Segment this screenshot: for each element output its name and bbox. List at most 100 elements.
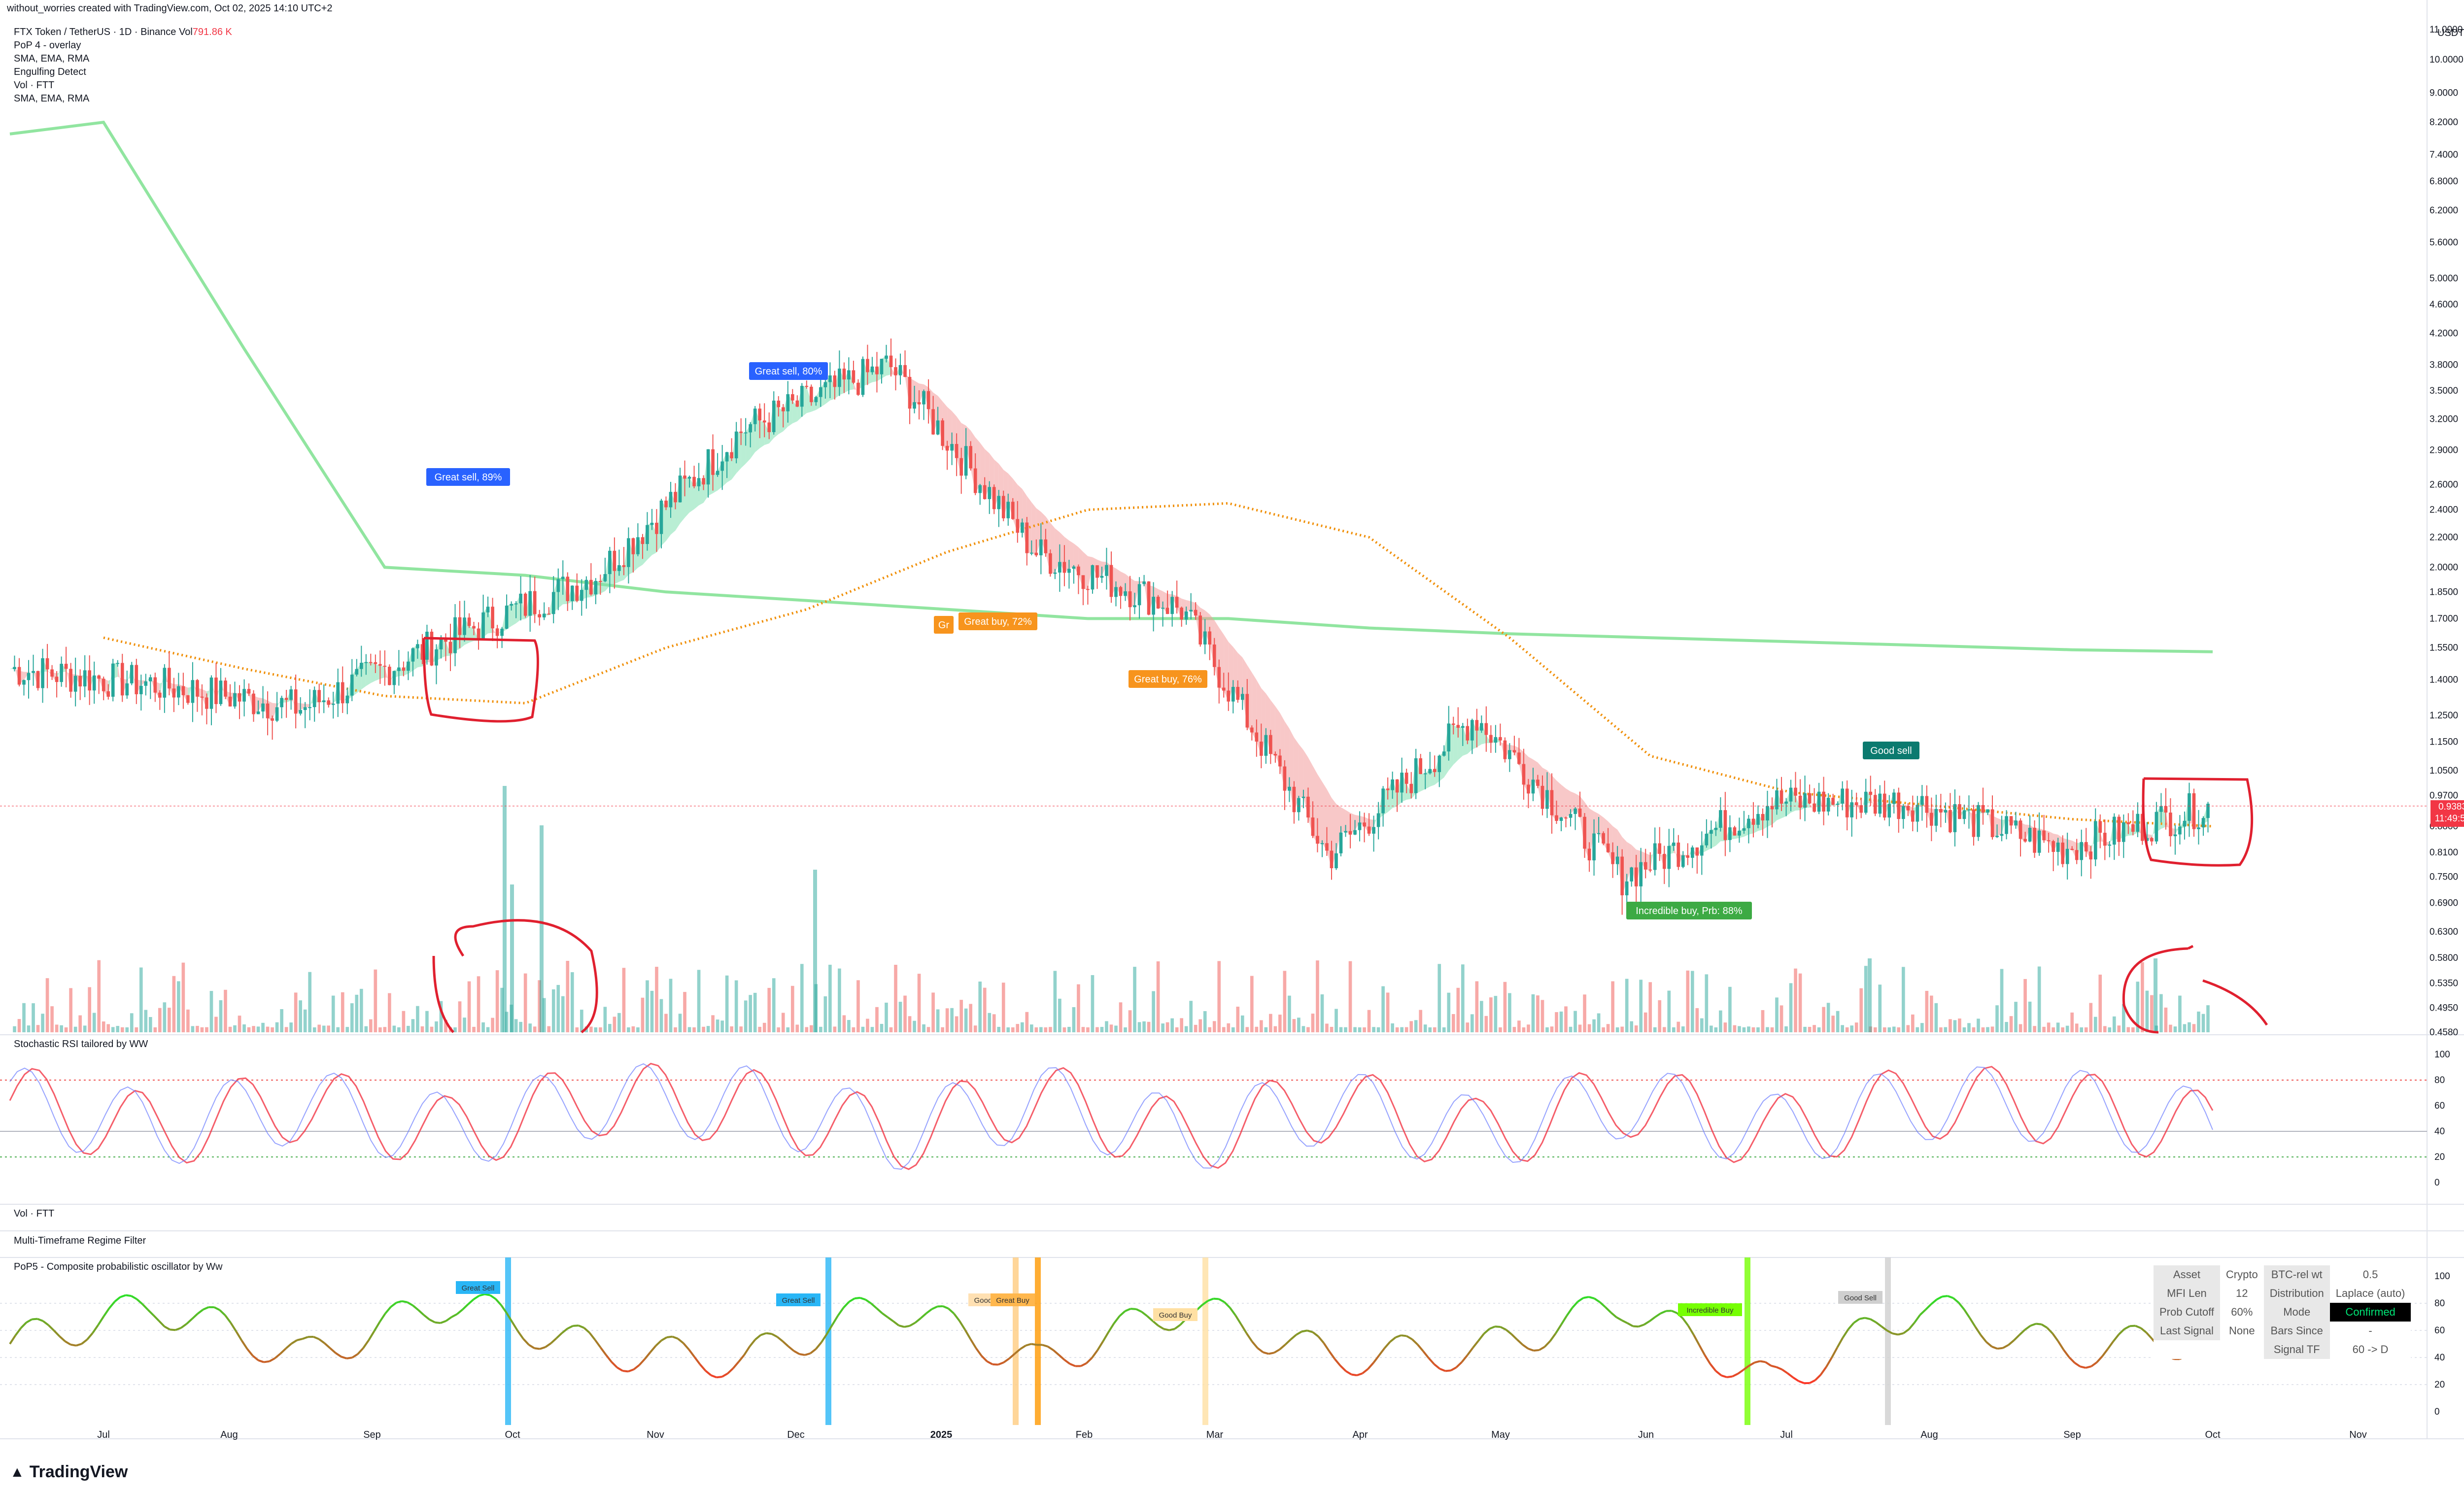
candle-body [1873, 795, 1877, 814]
candle-body [1887, 804, 1891, 818]
candle-body [631, 538, 635, 554]
volume-bar [777, 1027, 781, 1032]
signal-label-sell: Great sell, 80% [749, 362, 828, 380]
candle-body [1508, 750, 1511, 759]
candle-body [1217, 667, 1221, 688]
pop5-label-bg [456, 1281, 500, 1294]
volume-bar [950, 1008, 954, 1032]
pop5-line-segment [120, 1294, 126, 1298]
pop5-line-segment [1328, 1351, 1336, 1360]
pop5-line-segment [1119, 1310, 1126, 1317]
candle-body [636, 537, 640, 554]
volume-bar [1766, 1027, 1769, 1032]
candle-body [1391, 779, 1394, 790]
pop5-line-segment [1997, 1347, 2003, 1350]
table-cell: Crypto [2220, 1265, 2264, 1284]
table-cell: 60% [2220, 1303, 2264, 1322]
candle-body [1372, 827, 1375, 834]
table-row: Prob Cutoff 60% Mode Confirmed [2154, 1303, 2411, 1322]
candle-body [1944, 810, 1948, 813]
candle-body [1231, 687, 1235, 702]
legend-indicator-pop4[interactable]: PoP 4 - overlay [14, 40, 81, 51]
volume-bar [1747, 1026, 1750, 1032]
candle-body [945, 445, 949, 451]
sma-long-line [9, 120, 2213, 653]
candle-body [1208, 631, 1212, 645]
candle-body [2070, 848, 2074, 850]
candle-body [1578, 808, 1582, 817]
candle-body [60, 664, 63, 682]
legend-indicator-vol[interactable]: Vol · FTT [14, 80, 55, 91]
signal-label-bg [426, 468, 510, 486]
candle-body [1273, 754, 1277, 756]
price-axis[interactable]: 11.000010.00009.00008.20007.40006.80006.… [2430, 25, 2464, 1038]
volume-bar [659, 999, 663, 1032]
pop5-line-segment [2090, 1361, 2097, 1367]
candle-body [790, 394, 794, 401]
candle-body [1114, 587, 1118, 597]
volume-bar [1550, 1026, 1554, 1032]
candle-body [1039, 539, 1043, 556]
pop5-line-segment [600, 1347, 607, 1356]
tradingview-logo[interactable]: ▲ TradingView [10, 1462, 128, 1482]
candle-body [209, 678, 213, 709]
legend-indicator-engulfing[interactable]: Engulfing Detect [14, 67, 86, 77]
time-axis[interactable]: Jul Aug Sep Oct Nov Dec 2025 Feb Mar Apr May Jun Jul… [97, 1429, 2367, 1440]
candle-body [2061, 842, 2064, 864]
legend-indicator-ma-2[interactable]: SMA, EMA, RMA [14, 93, 90, 104]
last-price-countdown: 11:49:54 [2434, 814, 2464, 824]
candle-body [687, 476, 691, 479]
pop5-line-segment [699, 1363, 707, 1372]
signal-labels: Great sell, 89%Great sell, 80%Great buy,… [426, 362, 1919, 919]
legend-symbol-row[interactable]: FTX Token / TetherUS · 1D · Binance Vol7… [14, 26, 232, 39]
candle-body [936, 420, 940, 435]
ribbon-segment [258, 697, 263, 712]
candle-body [739, 431, 743, 433]
candle-body [2169, 813, 2172, 837]
volume-bar [2028, 1001, 2032, 1032]
pop5-line-segment [881, 1312, 889, 1318]
candle-body [1770, 806, 1774, 810]
volume-bar [2042, 1026, 2046, 1032]
volume-bar [1376, 1027, 1380, 1032]
pop5-line-segment [147, 1309, 154, 1316]
candle-body [1451, 723, 1455, 725]
pop5-line-segment [75, 1343, 82, 1347]
signal-label-buy: Great buy, 76% [1129, 670, 1207, 688]
pop5-line-segment [1483, 1328, 1490, 1335]
volume-bar [2159, 994, 2163, 1032]
candle-body [1756, 814, 1760, 825]
volume-bar [463, 1018, 466, 1032]
pop5-line-segment [650, 1345, 657, 1353]
candle-body [1072, 566, 1076, 569]
pop5-line-segment [264, 1360, 270, 1363]
candle-body [1808, 793, 1812, 804]
pop5-line-segment [2002, 1344, 2009, 1349]
volume-bar [1714, 1027, 1718, 1032]
candle-body [2141, 814, 2144, 841]
candle-body [1124, 591, 1127, 596]
volume-bar [500, 987, 504, 1032]
chart-legend: FTX Token / TetherUS · 1D · Binance Vol7… [14, 26, 232, 105]
volume-bar [1348, 961, 1352, 1032]
candle-body [1428, 769, 1432, 774]
table-cell [2154, 1340, 2220, 1359]
candle-body [758, 408, 762, 421]
volume-bar [730, 1026, 733, 1032]
legend-indicator-ma-1[interactable]: SMA, EMA, RMA [14, 53, 90, 64]
price-tick-label: 2.4000 [2430, 505, 2458, 515]
candle-body [594, 581, 598, 595]
volume-bar [1217, 961, 1221, 1032]
candle-body [1939, 809, 1943, 813]
pop5-line-segment [65, 1340, 71, 1346]
stoch-line [9, 1063, 2213, 1170]
candle-body [1320, 843, 1324, 845]
pop5-line-segment [2085, 1365, 2092, 1369]
pop5-line-segment [86, 1332, 94, 1340]
pop5-line-segment [1113, 1315, 1121, 1324]
ribbon-segment [1317, 774, 1322, 844]
pop5-line-segment [1273, 1348, 1280, 1354]
ribbon-segment [1069, 540, 1074, 569]
ribbon-segment [1252, 672, 1257, 742]
